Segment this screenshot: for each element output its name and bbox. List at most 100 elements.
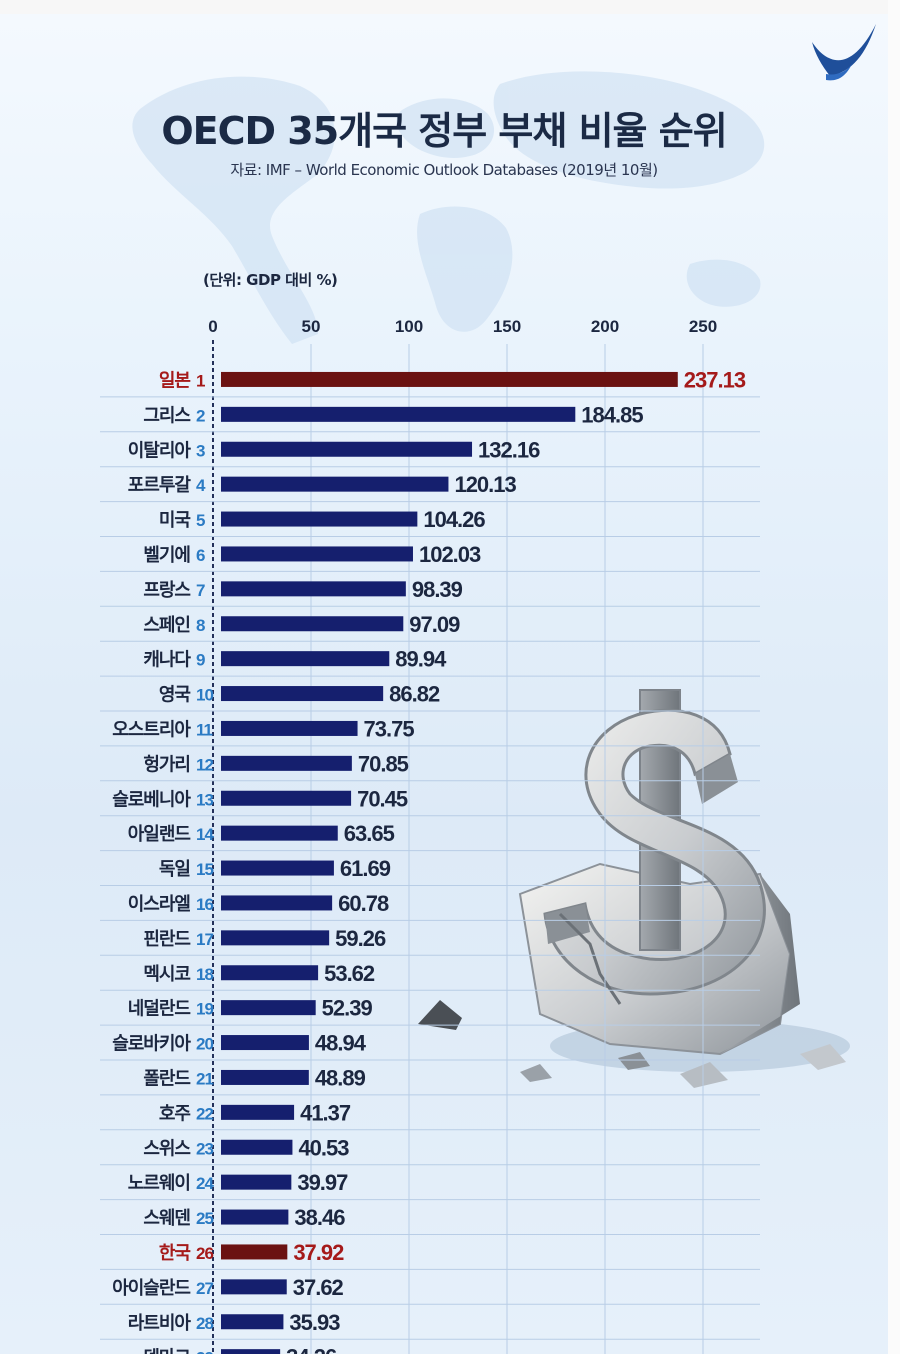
- x-tick-label: 50: [302, 317, 321, 336]
- bar: [221, 1279, 287, 1295]
- country-label: 독일: [159, 859, 191, 880]
- data-label: 48.89: [315, 1065, 366, 1090]
- rank-number: 25: [196, 1209, 213, 1228]
- top-strip: [0, 0, 900, 14]
- rank-number: 26: [196, 1244, 213, 1263]
- country-label: 아이슬란드: [112, 1278, 190, 1299]
- data-label: 63.65: [344, 821, 395, 846]
- rank-number: 23: [196, 1139, 213, 1158]
- source-caption: 자료: IMF – World Economic Outlook Databas…: [230, 161, 658, 179]
- country-label: 이탈리아: [128, 440, 192, 461]
- rank-number: 27: [196, 1279, 213, 1298]
- data-label: 60.78: [338, 891, 389, 916]
- country-label: 네덜란드: [128, 999, 191, 1020]
- map-shape-europe: [396, 98, 495, 159]
- data-label: 48.94: [315, 1031, 367, 1056]
- bar: [221, 406, 576, 422]
- bar: [221, 1035, 309, 1051]
- bar: [221, 895, 333, 911]
- data-label: 89.94: [395, 647, 447, 672]
- bar: [221, 1244, 288, 1260]
- country-label: 이스라엘: [128, 894, 191, 915]
- rank-number: 9: [196, 651, 205, 670]
- data-label: 102.03: [419, 542, 481, 567]
- data-label: 61.69: [340, 856, 391, 881]
- country-label: 라트비아: [128, 1313, 192, 1334]
- country-label: 호주: [159, 1103, 191, 1124]
- data-label: 52.39: [322, 996, 373, 1021]
- bar: [221, 790, 352, 806]
- bar: [221, 546, 413, 562]
- bar: [221, 720, 358, 736]
- data-label: 70.85: [358, 751, 409, 776]
- rubble-3: [680, 1062, 728, 1088]
- bar: [221, 441, 473, 457]
- country-label: 일본: [159, 370, 191, 391]
- data-label: 132.16: [478, 437, 540, 462]
- country-label: 오스트리아: [112, 719, 191, 740]
- bar: [221, 686, 384, 702]
- data-label: 120.13: [454, 472, 516, 497]
- rubble-5: [618, 1052, 650, 1070]
- rank-number: 11: [196, 720, 213, 739]
- data-label: 59.26: [335, 926, 386, 951]
- right-edge-strip: [888, 0, 900, 1354]
- bar: [221, 371, 678, 387]
- country-label: 스웨덴: [143, 1208, 190, 1229]
- data-label: 184.85: [581, 402, 643, 427]
- country-label: 아일랜드: [128, 824, 191, 845]
- bar: [221, 1069, 309, 1085]
- rank-number: 24: [196, 1174, 214, 1193]
- data-label: 97.09: [409, 612, 460, 637]
- rank-number: 22: [196, 1104, 213, 1123]
- map-shape-americas: [132, 76, 335, 344]
- data-label: 104.26: [423, 507, 485, 532]
- x-tick-label: 150: [493, 317, 521, 336]
- bar: [221, 651, 390, 667]
- rank-number: 28: [196, 1314, 213, 1333]
- bar: [221, 860, 334, 876]
- data-label: 53.62: [324, 961, 375, 986]
- stone-crack: [558, 912, 622, 1005]
- data-label: 98.39: [412, 577, 463, 602]
- country-label: 프랑스: [143, 580, 190, 601]
- rubble-2: [520, 1064, 552, 1082]
- rank-number: 18: [196, 965, 213, 984]
- country-label: 영국: [159, 685, 191, 706]
- unit-label: (단위: GDP 대비 %): [203, 271, 338, 289]
- x-tick-label: 250: [689, 317, 717, 336]
- x-tick-label: 100: [395, 317, 423, 336]
- country-label: 노르웨이: [128, 1173, 190, 1194]
- country-label: 헝가리: [143, 754, 190, 775]
- rank-number: 15: [196, 860, 213, 879]
- rank-number: 1: [196, 371, 205, 390]
- country-label: 슬로베니아: [112, 789, 191, 810]
- country-label: 벨기에: [143, 545, 190, 566]
- country-label: 포르투갈: [128, 474, 192, 496]
- bar: [221, 825, 338, 841]
- x-tick-label: 200: [591, 317, 619, 336]
- rank-number: 3: [196, 441, 205, 460]
- data-label: 237.13: [684, 367, 746, 392]
- bar: [221, 1314, 284, 1330]
- bar: [221, 965, 319, 981]
- rank-number: 19: [196, 1000, 213, 1019]
- bar: [221, 476, 449, 492]
- map-shape-asia: [493, 71, 765, 189]
- rank-number: 2: [196, 406, 205, 425]
- bar: [221, 755, 352, 771]
- bar: [221, 1000, 316, 1016]
- bar: [221, 616, 404, 632]
- rank-number: 21: [196, 1069, 213, 1088]
- bar: [221, 1174, 292, 1190]
- rank-number: 14: [196, 825, 214, 844]
- x-tick-label: 0: [208, 317, 217, 336]
- bar: [221, 1209, 289, 1225]
- country-label: 캐나다: [143, 650, 191, 671]
- data-label: 41.37: [300, 1100, 351, 1125]
- country-label: 핀란드: [143, 929, 190, 950]
- rank-number: 12: [196, 755, 213, 774]
- bar: [221, 930, 330, 946]
